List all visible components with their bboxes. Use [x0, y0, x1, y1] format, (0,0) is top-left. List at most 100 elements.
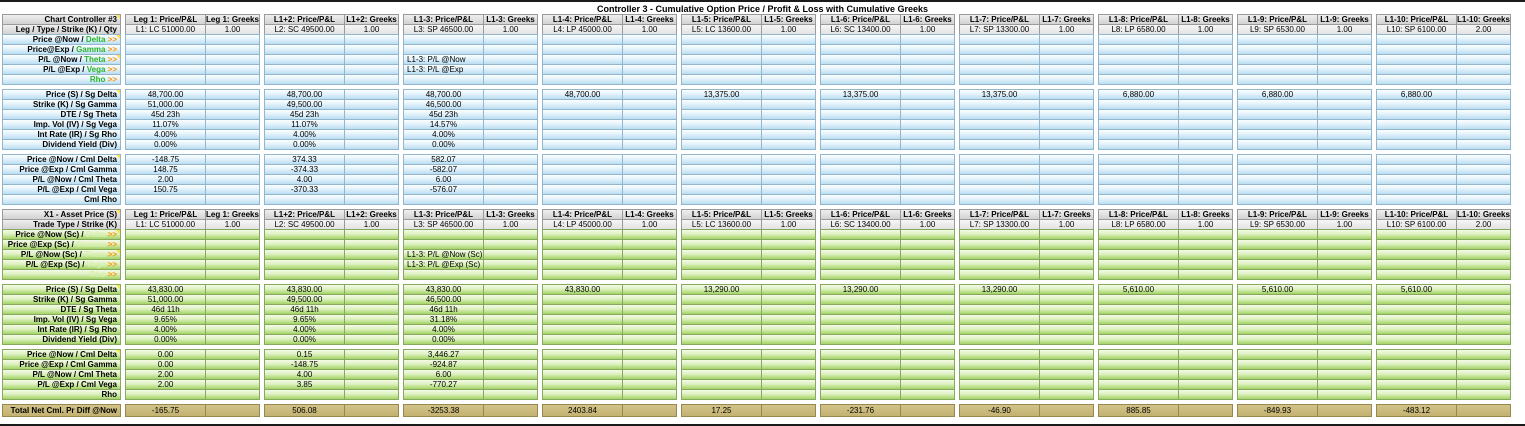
greeks-cell[interactable]: [483, 139, 538, 150]
greek-link[interactable]: Gamma: [76, 45, 108, 54]
greeks-cell[interactable]: [205, 139, 260, 150]
greeks-cell[interactable]: [1317, 269, 1372, 280]
greeks-cell[interactable]: [761, 194, 816, 205]
greek-link-arrows[interactable]: >>: [107, 270, 117, 279]
greeks-cell[interactable]: [205, 74, 260, 85]
value-cell[interactable]: [1098, 334, 1179, 345]
greeks-cell[interactable]: [483, 74, 538, 85]
value-cell[interactable]: [959, 194, 1040, 205]
value-cell[interactable]: [820, 269, 901, 280]
greeks-cell[interactable]: [483, 334, 538, 345]
value-cell[interactable]: [403, 194, 484, 205]
value-cell[interactable]: [125, 194, 206, 205]
greeks-cell[interactable]: [622, 404, 677, 417]
value-cell[interactable]: [125, 74, 206, 85]
total-value-cell[interactable]: -165.75: [125, 404, 206, 417]
greeks-cell[interactable]: [1178, 334, 1233, 345]
greeks-cell[interactable]: [483, 389, 538, 400]
value-cell[interactable]: [681, 74, 762, 85]
value-cell[interactable]: 0.00%: [125, 139, 206, 150]
greeks-cell[interactable]: [900, 269, 955, 280]
value-cell[interactable]: [264, 194, 345, 205]
greeks-cell[interactable]: [205, 269, 260, 280]
value-cell[interactable]: [403, 74, 484, 85]
greeks-cell[interactable]: [1456, 404, 1511, 417]
greeks-cell[interactable]: [344, 404, 399, 417]
greeks-cell[interactable]: [1178, 74, 1233, 85]
value-cell[interactable]: [820, 389, 901, 400]
value-cell[interactable]: [1237, 194, 1318, 205]
greek-link[interactable]: Vega: [86, 260, 108, 269]
greeks-cell[interactable]: [1317, 139, 1372, 150]
value-cell[interactable]: [542, 139, 623, 150]
greeks-cell[interactable]: [344, 74, 399, 85]
value-cell[interactable]: 0.00%: [403, 139, 484, 150]
greek-link[interactable]: Theta: [84, 55, 108, 64]
greeks-cell[interactable]: [900, 74, 955, 85]
greeks-cell[interactable]: [900, 139, 955, 150]
greek-link-arrows[interactable]: >>: [107, 35, 117, 44]
value-cell[interactable]: [681, 389, 762, 400]
value-cell[interactable]: [264, 269, 345, 280]
greek-link[interactable]: Delta: [85, 230, 108, 239]
greeks-cell[interactable]: [761, 404, 816, 417]
total-value-cell[interactable]: -231.76: [820, 404, 901, 417]
greeks-cell[interactable]: [1178, 404, 1233, 417]
value-cell[interactable]: [1376, 194, 1457, 205]
greek-link-arrows[interactable]: >>: [107, 75, 117, 84]
value-cell[interactable]: 0.00%: [264, 334, 345, 345]
value-cell[interactable]: [681, 194, 762, 205]
greeks-cell[interactable]: [1456, 194, 1511, 205]
greek-link-arrows[interactable]: >>: [107, 260, 117, 269]
greeks-cell[interactable]: [622, 194, 677, 205]
greeks-cell[interactable]: [622, 74, 677, 85]
value-cell[interactable]: [1237, 389, 1318, 400]
greeks-cell[interactable]: [622, 334, 677, 345]
value-cell[interactable]: [1098, 269, 1179, 280]
greek-link-arrows[interactable]: >>: [107, 240, 117, 249]
greeks-cell[interactable]: [1039, 389, 1094, 400]
greek-link-arrows[interactable]: >>: [107, 45, 117, 54]
greeks-cell[interactable]: [1456, 139, 1511, 150]
greeks-cell[interactable]: [761, 139, 816, 150]
greeks-cell[interactable]: [205, 194, 260, 205]
total-value-cell[interactable]: 2403.84: [542, 404, 623, 417]
greek-link[interactable]: Rho: [89, 270, 108, 279]
value-cell[interactable]: [1098, 139, 1179, 150]
greeks-cell[interactable]: [1456, 334, 1511, 345]
greeks-cell[interactable]: [1456, 269, 1511, 280]
value-cell[interactable]: [959, 139, 1040, 150]
value-cell[interactable]: [1237, 74, 1318, 85]
greeks-cell[interactable]: [761, 389, 816, 400]
value-cell[interactable]: [1376, 74, 1457, 85]
greeks-cell[interactable]: [344, 334, 399, 345]
greek-link-arrows[interactable]: >>: [107, 55, 117, 64]
value-cell[interactable]: [264, 74, 345, 85]
value-cell[interactable]: [403, 389, 484, 400]
value-cell[interactable]: [959, 389, 1040, 400]
value-cell[interactable]: [1376, 334, 1457, 345]
greeks-cell[interactable]: [622, 389, 677, 400]
greek-link[interactable]: Gamma: [76, 240, 108, 249]
greeks-cell[interactable]: [1178, 389, 1233, 400]
total-value-cell[interactable]: 506.08: [264, 404, 345, 417]
greeks-cell[interactable]: [205, 334, 260, 345]
value-cell[interactable]: [1237, 334, 1318, 345]
greek-link[interactable]: Vega: [86, 65, 108, 74]
greek-link[interactable]: Theta: [84, 250, 108, 259]
greeks-cell[interactable]: [205, 404, 260, 417]
greeks-cell[interactable]: [1039, 269, 1094, 280]
greeks-cell[interactable]: [205, 389, 260, 400]
greeks-cell[interactable]: [900, 404, 955, 417]
value-cell[interactable]: [820, 334, 901, 345]
value-cell[interactable]: [1237, 269, 1318, 280]
value-cell[interactable]: [125, 389, 206, 400]
value-cell[interactable]: [681, 334, 762, 345]
value-cell[interactable]: [681, 269, 762, 280]
greeks-cell[interactable]: [1039, 194, 1094, 205]
greek-link-arrows[interactable]: >>: [107, 65, 117, 74]
greeks-cell[interactable]: [1317, 334, 1372, 345]
greeks-cell[interactable]: [344, 389, 399, 400]
value-cell[interactable]: [542, 74, 623, 85]
greeks-cell[interactable]: [1178, 269, 1233, 280]
